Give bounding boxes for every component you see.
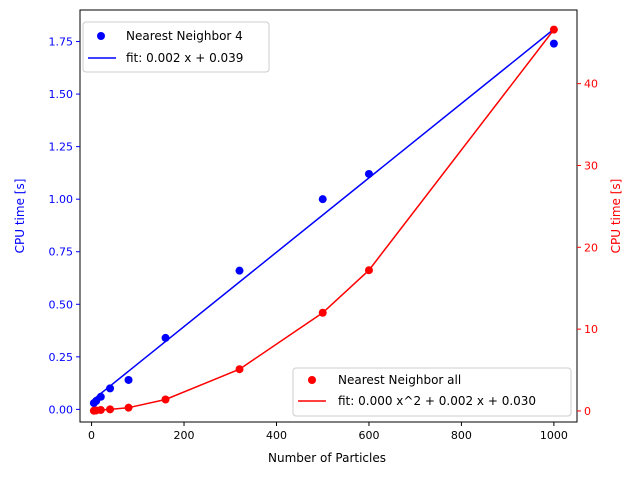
nearest-neighbor-all-point [161,395,170,404]
right-y-tick-label: 40 [584,78,598,91]
x-tick-label: 400 [266,429,287,442]
legend-label-fit-linear: fit: 0.002 x + 0.039 [126,51,243,65]
x-tick-label: 200 [174,429,195,442]
right-y-axis-label: CPU time [s] [609,179,623,254]
right-y-tick-label: 10 [584,323,598,336]
x-tick-label: 600 [358,429,379,442]
left-y-tick-label: 1.50 [49,88,74,101]
right-y-tick-label: 30 [584,159,598,172]
left-y-axis-label: CPU time [s] [13,179,27,254]
nearest-neighbor-all-point [96,405,105,414]
left-y-tick-label: 1.75 [49,36,74,49]
plot-area [79,9,578,423]
nearest-neighbor-all-point [124,403,133,412]
nearest-neighbor-all-point [318,308,327,317]
right-y-tick-label: 0 [584,405,591,418]
nearest-neighbor-4-point [235,266,244,275]
x-axis-label: Number of Particles [268,451,386,465]
legend-label-fit-quadratic: fit: 0.000 x^2 + 0.002 x + 0.030 [338,394,536,408]
legend-label-nearest-neighbor-4: Nearest Neighbor 4 [126,29,243,43]
left-y-tick-label: 1.00 [49,193,74,206]
fit-line-linear [93,28,555,400]
nearest-neighbor-all-point [235,365,244,374]
right-y-tick-label: 20 [584,241,598,254]
nearest-neighbor-4-point [549,39,558,48]
x-axis-ticks: 0 200 400 600 800 1000 [88,422,568,442]
left-y-tick-label: 0.25 [49,351,74,364]
nearest-neighbor-all-point [549,25,558,34]
x-tick-label: 800 [451,429,472,442]
nearest-neighbor-4-point [96,392,105,401]
nearest-neighbor-4-point [106,384,115,393]
x-tick-label: 1000 [540,429,568,442]
left-y-axis-ticks: 0.00 0.25 0.50 0.75 1.00 1.25 1.50 1.75 [49,36,80,416]
left-y-tick-label: 0.00 [49,403,74,416]
left-y-tick-label: 1.25 [49,141,74,154]
nearest-neighbor-4-point [364,169,373,178]
left-y-tick-label: 0.75 [49,246,74,259]
legend-right: Nearest Neighbor all fit: 0.000 x^2 + 0.… [292,367,572,417]
nearest-neighbor-4-point [318,195,327,204]
nearest-neighbor-4-point [161,333,170,342]
x-tick-label: 0 [88,429,95,442]
legend-marker-nearest-neighbor-all [308,376,316,384]
nearest-neighbor-4-point [124,375,133,384]
legend-left: Nearest Neighbor 4 fit: 0.002 x + 0.039 [82,21,270,73]
nearest-neighbor-all-point [106,405,115,414]
nearest-neighbor-all-point [364,266,373,275]
left-y-tick-label: 0.50 [49,298,74,311]
right-y-axis-ticks: 0 10 20 30 40 [577,78,598,418]
legend-marker-nearest-neighbor-4 [97,32,105,40]
legend-label-nearest-neighbor-all: Nearest Neighbor all [338,373,461,387]
series-layer [89,25,558,415]
